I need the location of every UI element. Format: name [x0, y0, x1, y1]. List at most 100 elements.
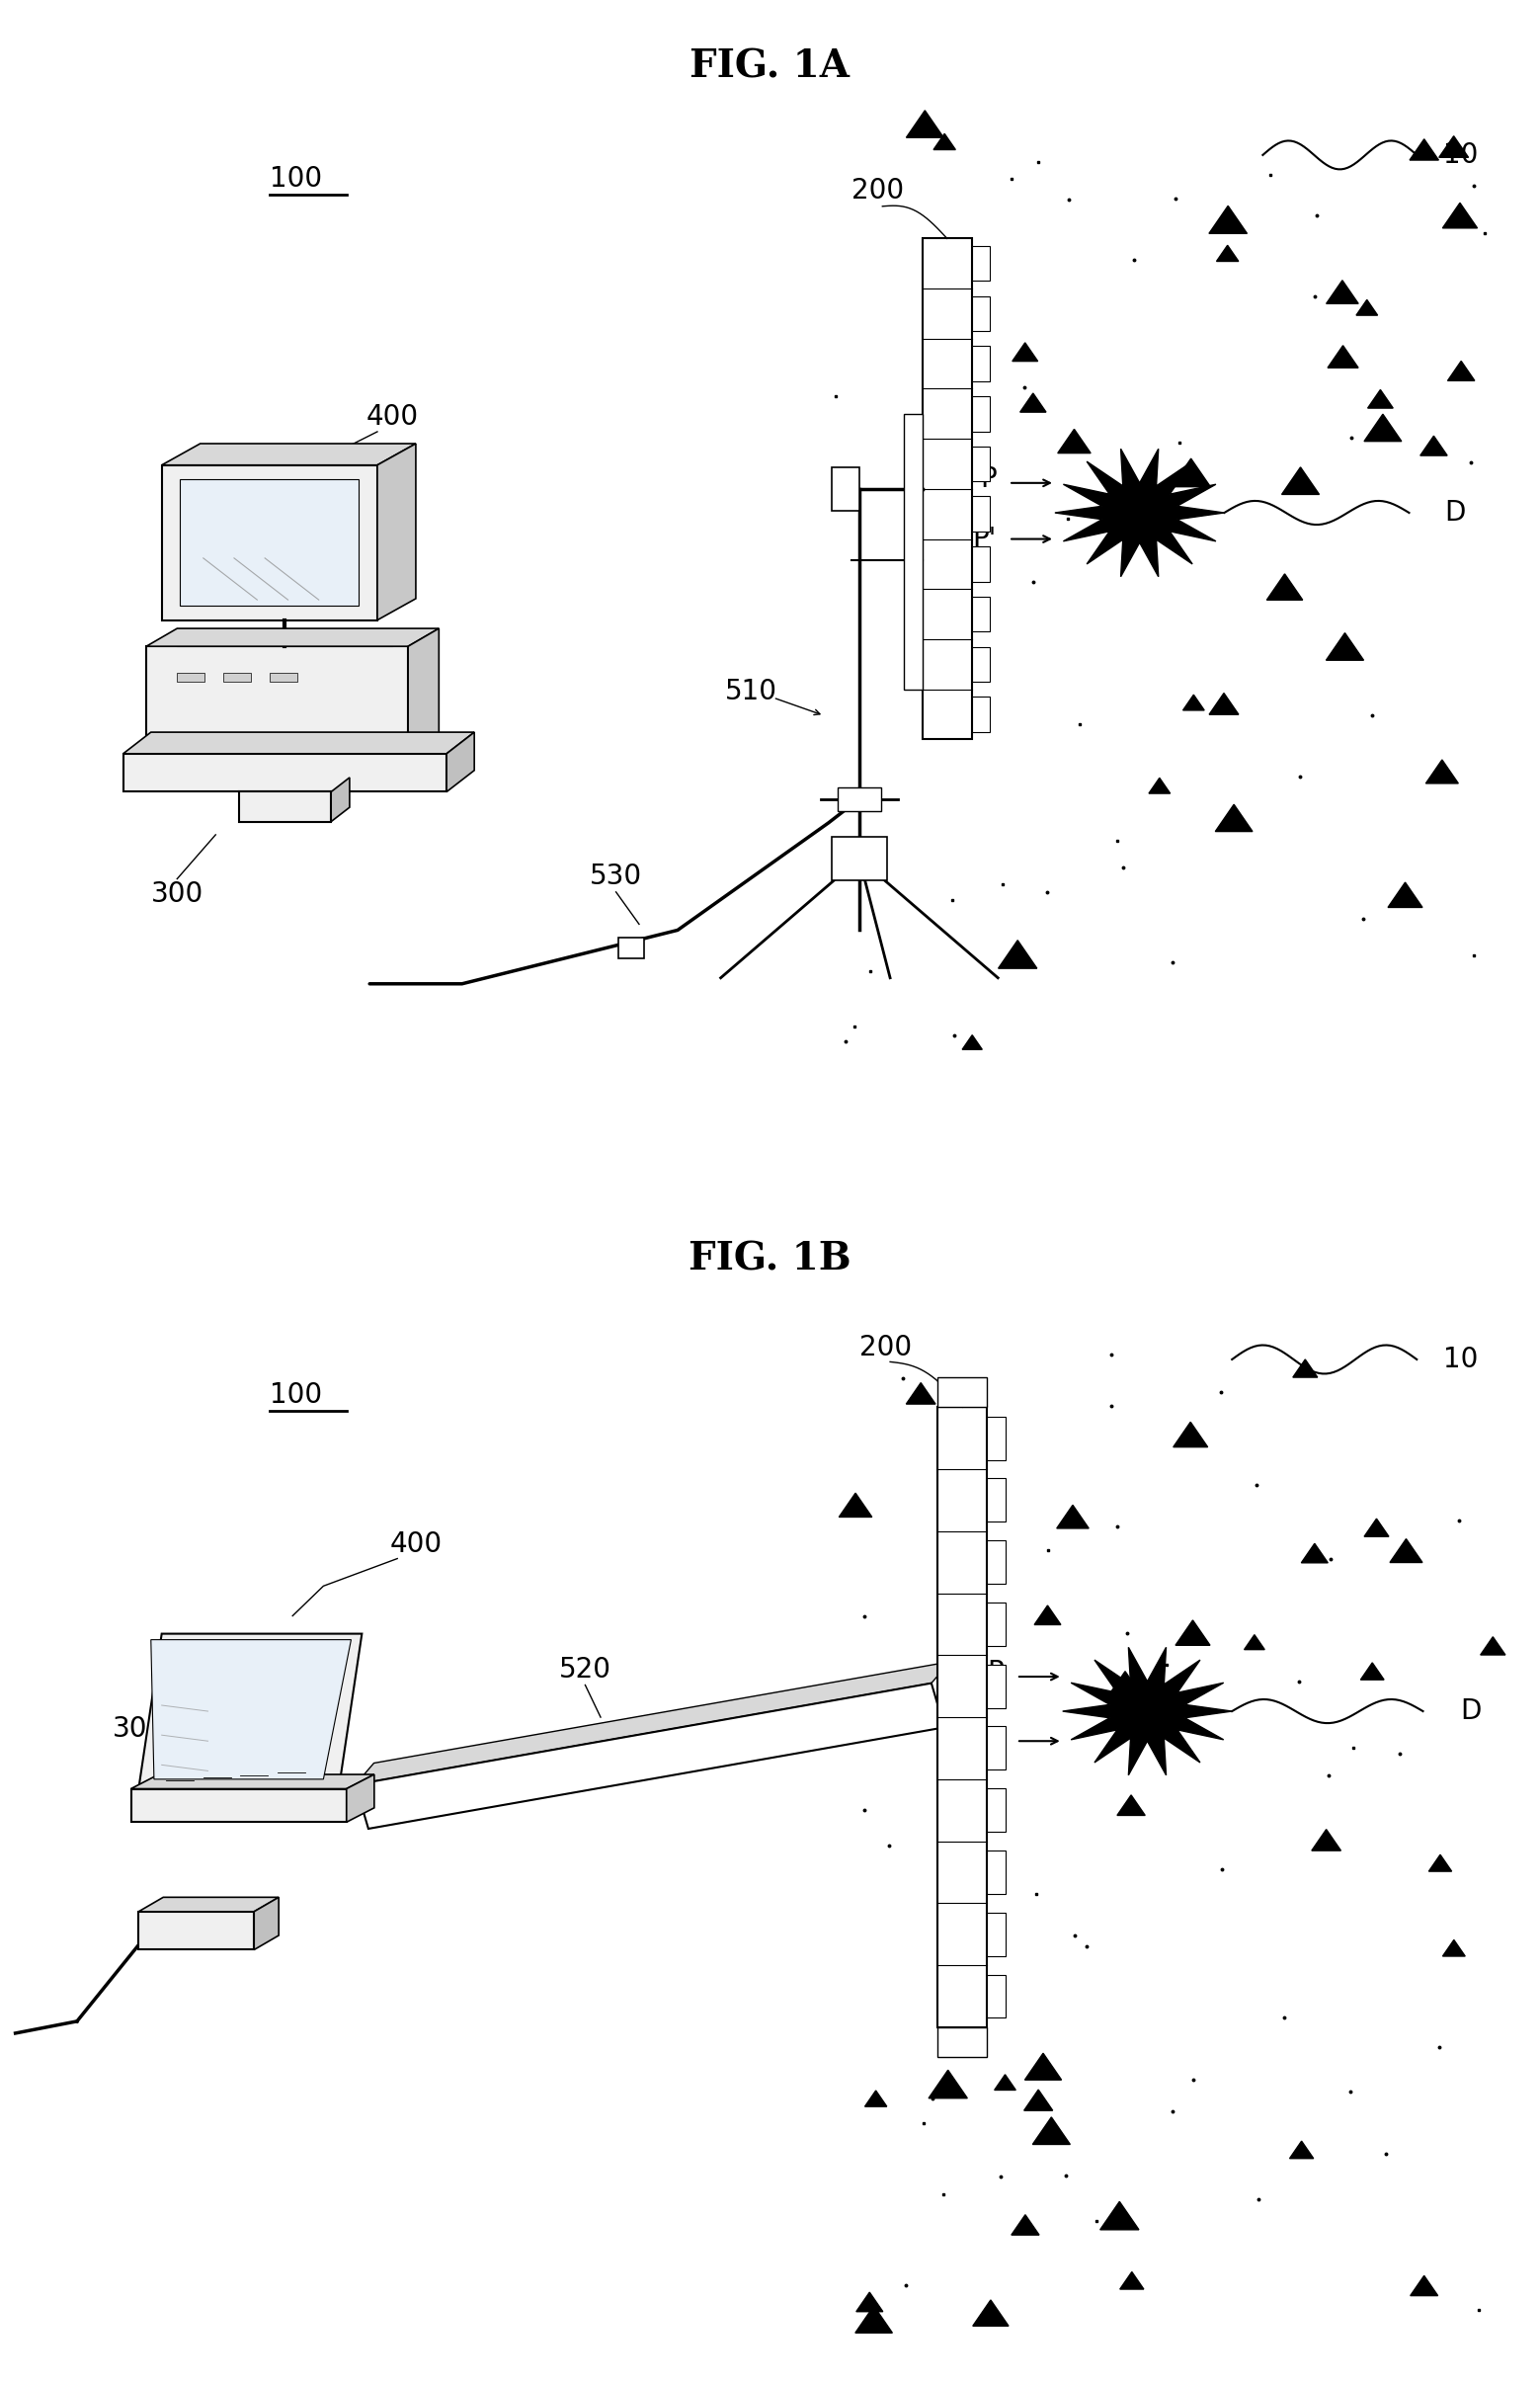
Polygon shape	[447, 732, 474, 792]
Polygon shape	[347, 1774, 374, 1822]
Bar	[270, 673, 297, 682]
Polygon shape	[1056, 1505, 1089, 1529]
Polygon shape	[1215, 804, 1252, 832]
Text: D: D	[1445, 498, 1466, 527]
Text: 100: 100	[270, 165, 322, 193]
Polygon shape	[1360, 1662, 1384, 1679]
Polygon shape	[1357, 301, 1378, 315]
Polygon shape	[1055, 448, 1224, 577]
Polygon shape	[1438, 136, 1469, 157]
Bar	[987, 1541, 1006, 1584]
Polygon shape	[933, 134, 955, 150]
Polygon shape	[1294, 1359, 1318, 1376]
Polygon shape	[1244, 1634, 1264, 1650]
Polygon shape	[1364, 1519, 1389, 1536]
Bar	[162, 465, 377, 620]
Text: D: D	[1460, 1698, 1481, 1724]
Polygon shape	[1429, 1856, 1452, 1872]
Polygon shape	[1411, 2275, 1438, 2297]
Bar	[987, 1727, 1006, 1770]
Polygon shape	[865, 2092, 887, 2106]
Polygon shape	[356, 1662, 950, 1784]
Text: P: P	[987, 1660, 1004, 1686]
Polygon shape	[1426, 761, 1458, 782]
Bar	[972, 596, 990, 632]
Polygon shape	[123, 732, 474, 754]
Bar	[972, 346, 990, 382]
Polygon shape	[995, 2075, 1016, 2089]
Polygon shape	[1326, 281, 1358, 303]
Polygon shape	[1012, 2216, 1040, 2235]
Bar	[987, 1975, 1006, 2018]
Polygon shape	[855, 2306, 892, 2333]
Polygon shape	[1175, 1619, 1210, 1646]
Polygon shape	[146, 630, 439, 646]
Bar	[972, 646, 990, 682]
Bar	[972, 296, 990, 332]
Polygon shape	[1289, 2142, 1314, 2158]
Bar	[838, 787, 881, 811]
Bar	[938, 2027, 987, 2056]
Text: 200: 200	[859, 1333, 912, 1362]
Bar	[972, 446, 990, 482]
Polygon shape	[1107, 1672, 1143, 1696]
Bar	[139, 1913, 254, 1951]
Bar	[131, 1789, 347, 1822]
Bar	[972, 396, 990, 432]
Bar	[972, 696, 990, 732]
Polygon shape	[151, 1641, 351, 1779]
Text: 300: 300	[151, 880, 203, 909]
Bar	[987, 1479, 1006, 1522]
Polygon shape	[1420, 436, 1448, 456]
Polygon shape	[254, 1898, 279, 1951]
Polygon shape	[1327, 346, 1358, 367]
Bar	[987, 1603, 1006, 1646]
Text: 100: 100	[270, 1381, 322, 1410]
Bar	[987, 1417, 1006, 1460]
Bar	[987, 1665, 1006, 1708]
Polygon shape	[1443, 1939, 1465, 1956]
Polygon shape	[1035, 1605, 1061, 1624]
Polygon shape	[162, 444, 416, 465]
Polygon shape	[906, 110, 944, 138]
Polygon shape	[998, 940, 1036, 968]
Bar	[223, 673, 251, 682]
Polygon shape	[1024, 2089, 1053, 2111]
Polygon shape	[1217, 246, 1238, 262]
Text: 400: 400	[390, 1531, 442, 1557]
Polygon shape	[1033, 2118, 1070, 2144]
Bar	[832, 467, 859, 510]
Bar	[177, 673, 205, 682]
Text: 200: 200	[852, 176, 904, 205]
Polygon shape	[1443, 203, 1477, 229]
Polygon shape	[1149, 778, 1170, 794]
Polygon shape	[1364, 415, 1401, 441]
Text: 300: 300	[112, 1715, 165, 1743]
Bar	[904, 415, 922, 689]
Text: FIG. 1A: FIG. 1A	[690, 48, 850, 86]
Text: 520: 520	[559, 1655, 611, 1684]
Text: P': P'	[979, 1727, 1004, 1755]
Bar	[922, 239, 972, 739]
Bar	[987, 1851, 1006, 1894]
Polygon shape	[962, 1035, 983, 1049]
Bar	[972, 246, 990, 281]
Polygon shape	[1120, 2273, 1144, 2290]
Text: 510: 510	[725, 677, 778, 706]
Polygon shape	[1058, 429, 1090, 453]
Polygon shape	[1326, 632, 1364, 661]
Bar	[972, 496, 990, 532]
Bar	[146, 646, 408, 754]
Polygon shape	[1172, 458, 1210, 487]
Polygon shape	[1012, 343, 1038, 360]
Bar	[987, 1913, 1006, 1956]
Text: P': P'	[972, 525, 996, 553]
Polygon shape	[1019, 394, 1046, 413]
Polygon shape	[1116, 1796, 1146, 1815]
Polygon shape	[1209, 205, 1247, 234]
Polygon shape	[177, 637, 416, 646]
Polygon shape	[1312, 1829, 1341, 1851]
Polygon shape	[839, 1493, 872, 1517]
Polygon shape	[1388, 882, 1423, 906]
Polygon shape	[929, 2070, 967, 2099]
